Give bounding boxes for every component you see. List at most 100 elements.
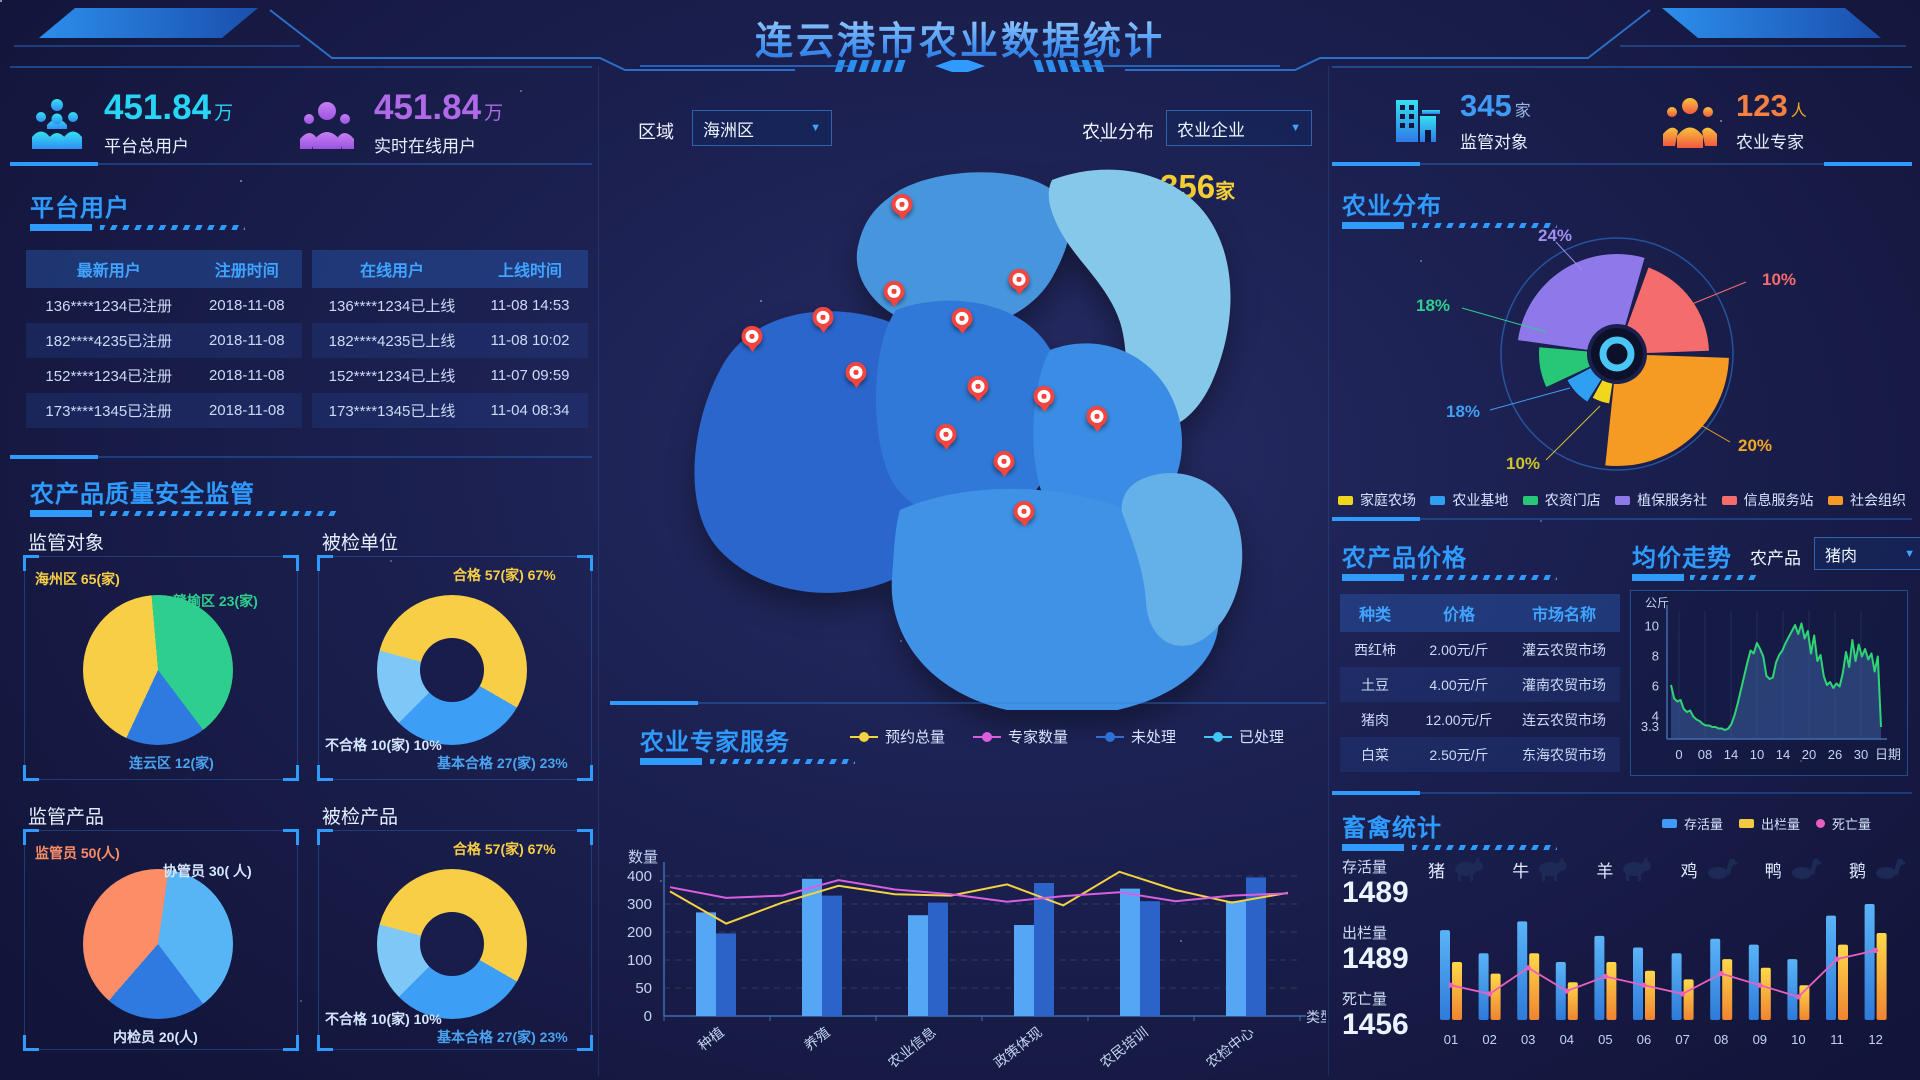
map-pin-11[interactable] [935, 423, 957, 445]
table-cell: 11-04 08:34 [490, 402, 570, 419]
map-pin-2[interactable] [883, 280, 905, 302]
table-row: 猪肉 12.00元/斤 连云农贸市场 [1340, 702, 1620, 737]
section-title-price: 农产品价格 [1342, 545, 1467, 572]
slaughter-label: 出栏量 [1342, 925, 1388, 942]
svg-text:11: 11 [1830, 1032, 1844, 1047]
donut-hole [420, 912, 484, 976]
map-pin-1[interactable] [891, 193, 913, 215]
rose-pct-label: 24% [1538, 226, 1573, 245]
region-dropdown[interactable]: 海洲区 ▼ [692, 110, 832, 146]
svg-text:09: 09 [1753, 1032, 1767, 1047]
legend-swatch [1615, 495, 1631, 505]
table-cell: 182****4235已注册 [45, 333, 173, 350]
svg-text:400: 400 [627, 868, 652, 885]
legend-swatch [1827, 495, 1843, 505]
svg-text:03: 03 [1521, 1032, 1535, 1047]
table-cell: 11-07 09:59 [490, 367, 570, 384]
legend-item: 植保服务社 [1615, 490, 1707, 510]
table-cell: 猪肉 [1361, 711, 1389, 728]
svg-text:0: 0 [644, 1008, 652, 1025]
panel-separator-left [598, 66, 599, 1076]
chevron-down-icon: ▼ [1904, 547, 1915, 560]
card-title-supervision-products: 监管产品 [28, 807, 105, 828]
stat-label: 平台总用户 [104, 137, 189, 156]
legend-mark [1096, 731, 1125, 742]
table-cell: 连云农贸市场 [1522, 711, 1606, 728]
divider [1332, 791, 1912, 795]
svg-text:14: 14 [1724, 747, 1738, 762]
svg-text:05: 05 [1598, 1032, 1612, 1047]
table-cell: 2018-11-08 [208, 402, 285, 419]
svg-text:日期: 日期 [1875, 747, 1901, 762]
distribution-legend: 家庭农场 农业基地 农资门店 植保服务社 信息服务站 社会组织 [1338, 490, 1906, 510]
map-pin-13[interactable] [1013, 500, 1035, 522]
map-pin-3[interactable] [812, 306, 834, 328]
distribution-label: 农业分布 [1082, 122, 1154, 142]
region-label: 区域 [638, 122, 674, 142]
stat-agri-experts: 123 人 农业专家 [1662, 88, 1807, 153]
map-pin-10[interactable] [1086, 405, 1108, 427]
svg-text:种植: 种植 [695, 1024, 727, 1054]
register-table: 最新用户 注册时间 136****1234已注册 2018-11-08 182****4… [26, 250, 302, 428]
table-row: 136****1234已上线 11-08 14:53 [312, 288, 588, 323]
column-header: 最新用户 [76, 263, 141, 280]
table-cell: 12.00元/斤 [1425, 711, 1493, 728]
map-pin-12[interactable] [993, 450, 1015, 472]
product-dropdown[interactable]: 猪肉 ▼ [1814, 537, 1920, 570]
legend-swatch [1430, 495, 1446, 505]
svg-text:20: 20 [1802, 747, 1816, 762]
table-header: 种类 价格 市场名称 [1340, 594, 1620, 632]
svg-text:10: 10 [1645, 619, 1659, 634]
map-pin-4[interactable] [741, 325, 763, 347]
stat-label: 实时在线用户 [374, 137, 476, 156]
card-title-checked-units: 被检单位 [322, 533, 399, 554]
legend-mark [1816, 819, 1826, 828]
table-cell: 4.00元/斤 [1429, 676, 1489, 693]
map-pin-6[interactable] [951, 307, 973, 329]
table-body: 136****1234已注册 2018-11-08 182****4235已注册 20… [26, 288, 302, 428]
chevron-down-icon: ▼ [1290, 122, 1301, 134]
map-pin-9[interactable] [1033, 385, 1055, 407]
section-title-expert-service: 农业专家服务 [640, 729, 790, 756]
svg-text:30: 30 [1854, 747, 1868, 762]
map-pin-5[interactable] [1008, 268, 1030, 290]
death-label: 死亡量 [1342, 991, 1388, 1008]
rose-pct-label: 10% [1506, 454, 1541, 473]
svg-text:300: 300 [627, 896, 652, 913]
table-body: 西红柿 2.00元/斤 灌云农贸市场 土豆 4.00元/斤 灌南农贸市场 猪肉 12.00元/… [1340, 632, 1620, 772]
stat-value: 123 人 [1736, 88, 1807, 123]
stat-online-users: 451.84 万 实时在线用户 [298, 88, 503, 157]
table-row: 西红柿 2.00元/斤 灌云农贸市场 [1340, 632, 1620, 667]
svg-text:07: 07 [1675, 1032, 1689, 1047]
legend-item: 家庭农场 [1338, 490, 1416, 510]
distribution-value: 农业企业 [1177, 120, 1245, 140]
chart-checked-units: 合格 57(家) 67% 基本合格 27(家) 23% 不合格 10(家) 10% [317, 555, 593, 781]
legend-item: 已处理 [1204, 726, 1284, 747]
table-row: 136****1234已注册 2018-11-08 [26, 288, 302, 323]
svg-text:02: 02 [1482, 1032, 1496, 1047]
distribution-rose-chart: 24% 10% 20% 10% 18% 18% [1342, 226, 1902, 482]
legend-item: 出栏量 [1739, 814, 1800, 833]
product-label: 农产品 [1750, 549, 1801, 568]
panel-separator-right [1328, 66, 1329, 1076]
animal-item-5: 鸭 [1765, 856, 1822, 882]
svg-text:农业信息: 农业信息 [885, 1024, 939, 1071]
animal-item-4: 鸡 [1681, 856, 1738, 882]
stat-label: 监管对象 [1460, 133, 1528, 152]
animals-row: 猪牛羊鸡鸭鹅 [1428, 856, 1906, 882]
svg-text:04: 04 [1560, 1032, 1574, 1047]
slice-label: 合格 57(家) 67% [453, 841, 556, 857]
right-panel-topline [1332, 66, 1912, 68]
slice-label: 海州区 65(家) [35, 571, 120, 587]
region-value: 海洲区 [703, 120, 754, 140]
users-group-icon [32, 98, 82, 149]
product-value: 猪肉 [1825, 547, 1858, 565]
section-title-quality: 农产品质量安全监管 [30, 481, 255, 508]
livestock-legend: 存活量 出栏量 死亡量 [1662, 814, 1871, 833]
slice-label: 不合格 10(家) 10% [325, 737, 442, 753]
map-pin-7[interactable] [845, 361, 867, 383]
distribution-dropdown[interactable]: 农业企业 ▼ [1166, 110, 1312, 146]
table-cell: 土豆 [1361, 676, 1389, 693]
map-pin-8[interactable] [967, 375, 989, 397]
online-table: 在线用户 上线时间 136****1234已上线 11-08 14:53 182****… [312, 250, 588, 428]
